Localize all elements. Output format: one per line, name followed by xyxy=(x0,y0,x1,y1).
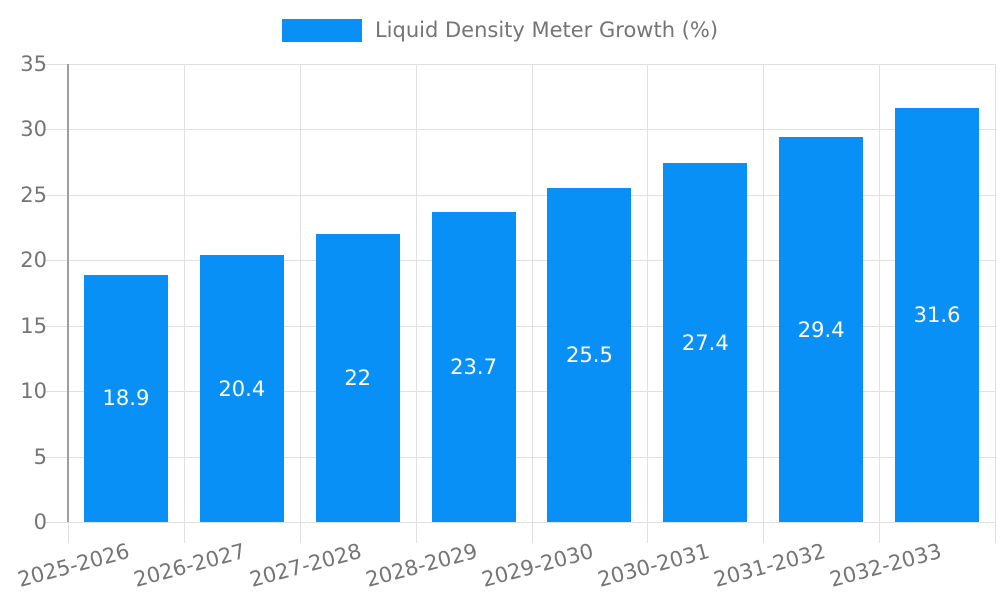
x-gridline xyxy=(647,64,649,522)
legend[interactable]: Liquid Density Meter Growth (%) xyxy=(0,18,1000,42)
x-axis-tick xyxy=(763,522,765,543)
x-axis-tick-label: 2026-2027 xyxy=(131,538,249,592)
x-axis-tick xyxy=(415,522,417,543)
bar-value-label: 27.4 xyxy=(681,330,729,355)
x-axis-tick-label: 2032-2033 xyxy=(826,538,944,592)
bar-2028-2029[interactable] xyxy=(431,211,516,522)
x-axis-tick-label: 2030-2031 xyxy=(595,538,712,592)
x-gridline xyxy=(299,64,301,522)
bar-2027-2028[interactable] xyxy=(315,234,400,522)
x-gridline xyxy=(531,64,533,522)
x-axis-tick-label: 2029-2030 xyxy=(479,538,596,592)
y-gridline xyxy=(45,260,995,262)
bar-value-label: 20.4 xyxy=(218,376,266,401)
x-gridline xyxy=(763,64,765,522)
y-axis-tick-label: 35 xyxy=(20,52,47,76)
bar-value-label: 25.5 xyxy=(566,343,613,368)
bar-2025-2026[interactable] xyxy=(83,274,168,522)
y-gridline xyxy=(45,64,995,65)
x-axis-tick xyxy=(647,522,649,543)
bar-value-label: 23.7 xyxy=(450,354,497,379)
y-gridline xyxy=(45,129,995,131)
bar-2029-2030[interactable] xyxy=(547,188,632,522)
x-gridline xyxy=(879,64,881,522)
y-axis-tick-label: 25 xyxy=(20,182,47,207)
x-gridline xyxy=(415,64,417,522)
legend-swatch-icon xyxy=(281,18,362,42)
x-axis-tick xyxy=(995,522,996,543)
legend-label: Liquid Density Meter Growth (%) xyxy=(374,18,719,42)
y-gridline xyxy=(45,325,995,327)
x-axis-tick xyxy=(531,522,533,543)
bar-value-label: 18.9 xyxy=(102,386,150,411)
y-axis-tick-label: 15 xyxy=(20,313,47,338)
y-gridline xyxy=(45,391,995,393)
x-axis-tick-label: 2027-2028 xyxy=(247,538,365,592)
bar-2026-2027[interactable] xyxy=(199,255,284,522)
bar-value-label: 31.6 xyxy=(913,303,961,328)
bar-2032-2033[interactable] xyxy=(895,108,980,522)
y-axis-tick-label: 0 xyxy=(33,510,47,534)
y-axis-line xyxy=(67,64,69,522)
x-axis-tick-label: 2028-2029 xyxy=(363,538,481,592)
bar-2031-2032[interactable] xyxy=(779,137,864,522)
x-axis-tick-label: 2025-2026 xyxy=(15,538,133,592)
x-gridline xyxy=(183,64,185,522)
x-axis-tick xyxy=(68,522,69,543)
x-axis-tick xyxy=(183,522,185,543)
y-gridline xyxy=(45,194,995,196)
x-axis-tick-label: 2031-2032 xyxy=(710,538,828,592)
y-gridline xyxy=(45,456,995,458)
y-axis-tick-label: 20 xyxy=(20,248,47,273)
y-gridline xyxy=(45,522,995,523)
y-axis-tick-label: 10 xyxy=(20,379,47,404)
x-axis-tick xyxy=(879,522,881,543)
y-axis-tick-label: 30 xyxy=(20,117,47,142)
bar-value-label: 22 xyxy=(344,366,372,391)
x-axis-tick xyxy=(299,522,301,543)
x-gridline xyxy=(995,64,996,522)
bar-value-label: 29.4 xyxy=(797,317,845,342)
bar-2030-2031[interactable] xyxy=(663,163,748,522)
y-axis-tick-label: 5 xyxy=(33,444,47,469)
